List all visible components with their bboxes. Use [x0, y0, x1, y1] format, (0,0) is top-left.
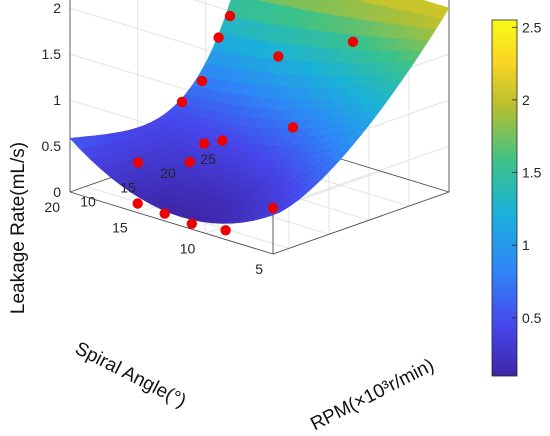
colorbar-tick-label: 2	[522, 92, 530, 108]
x-tick-label: 15	[120, 179, 136, 195]
data-point	[132, 198, 143, 209]
data-point	[184, 156, 195, 168]
colorbar-tick-label: 2.5	[522, 19, 542, 35]
data-point	[176, 96, 188, 108]
surface-patch	[262, 211, 280, 219]
data-point	[213, 32, 224, 43]
colorbar-ticks: 0.5 1 1.5 2 2.5	[512, 19, 542, 326]
colorbar-tick-label: 1.5	[522, 165, 542, 181]
axis-ticks: 00.511.522.53510152010152025	[42, 0, 264, 277]
x-tick-label: 20	[160, 165, 176, 181]
z-tick-label: 0	[53, 184, 61, 200]
y-tick-label: 10	[180, 240, 196, 256]
z-tick-label: 1	[53, 92, 61, 108]
data-point	[220, 225, 231, 236]
colorbar-tick-label: 1	[522, 237, 530, 253]
z-axis-label: Leakage Rate(mL/s)	[8, 142, 29, 314]
y-tick-label: 20	[44, 199, 60, 215]
x-tick-label: 10	[80, 193, 96, 209]
data-point	[132, 157, 144, 168]
data-point	[267, 202, 279, 214]
x-tick-label: 25	[200, 151, 216, 167]
surface	[69, 0, 450, 224]
colorbar	[491, 19, 518, 377]
data-point	[347, 36, 359, 47]
z-tick-label: 2	[53, 0, 61, 16]
data-point	[159, 208, 170, 219]
y-tick-label: 5	[255, 261, 263, 277]
y-axis-label: Spiral Angle(°)	[72, 338, 190, 412]
y-tick-label: 15	[112, 220, 128, 236]
data-points	[132, 10, 359, 236]
data-point	[186, 218, 197, 229]
data-point	[287, 122, 299, 133]
z-tick-label: 0.5	[42, 138, 62, 154]
x-axis-label: RPM(×10³r/min)	[307, 355, 437, 435]
z-tick-label: 1.5	[42, 46, 62, 62]
data-point	[224, 10, 236, 22]
data-point	[217, 135, 228, 146]
data-point	[198, 138, 210, 149]
data-point	[196, 75, 208, 87]
colorbar-tick-label: 0.5	[522, 310, 542, 326]
data-point	[273, 51, 284, 62]
